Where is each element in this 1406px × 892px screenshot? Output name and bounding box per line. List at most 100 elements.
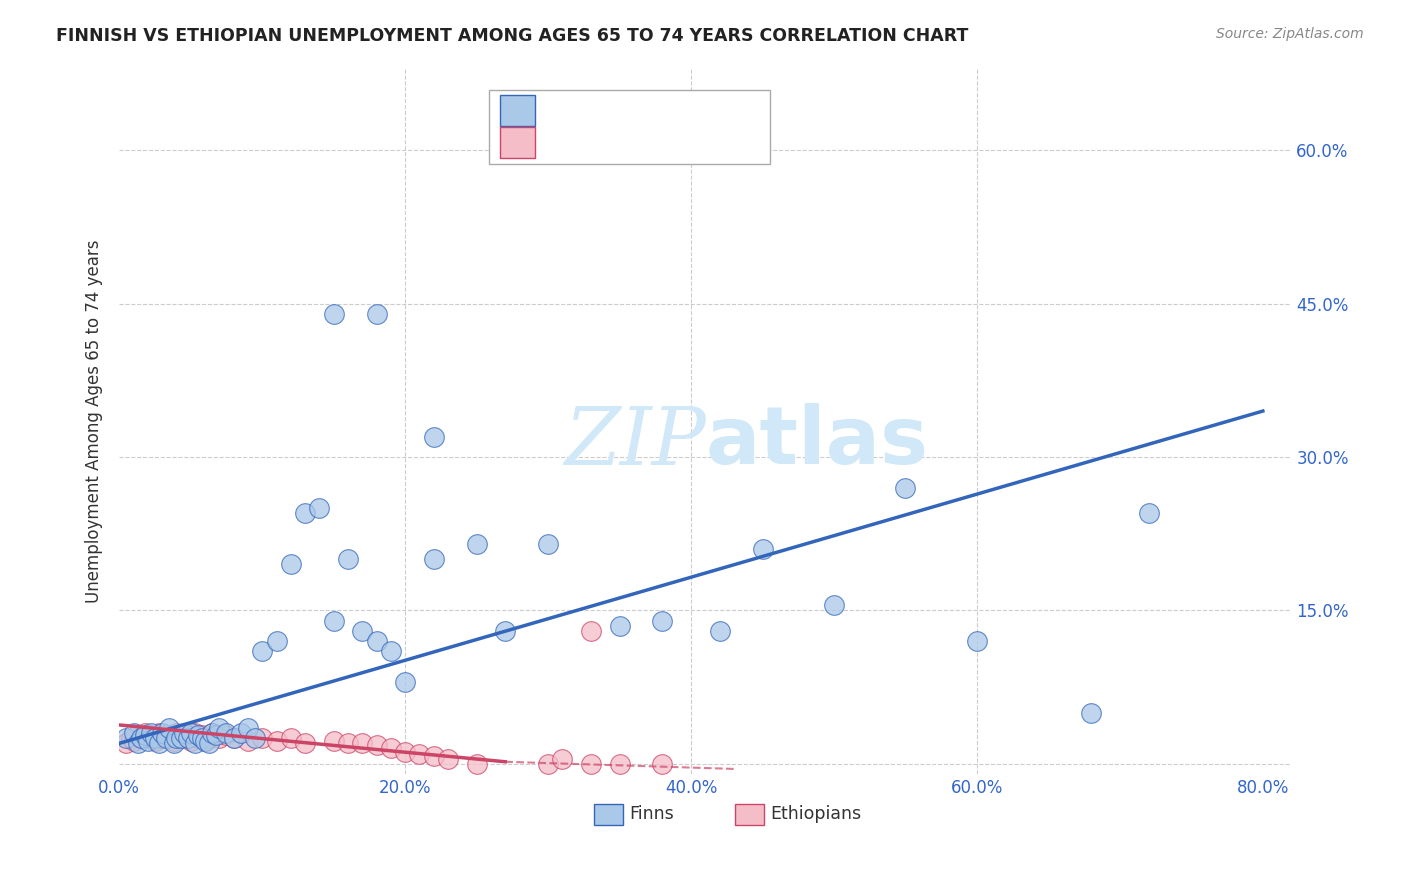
Text: Ethiopians: Ethiopians xyxy=(770,805,860,823)
Point xyxy=(609,756,631,771)
Point xyxy=(139,726,162,740)
Point xyxy=(494,624,516,638)
Point xyxy=(139,731,162,746)
Text: Finns: Finns xyxy=(628,805,673,823)
Point xyxy=(465,756,488,771)
Point xyxy=(148,736,170,750)
Point xyxy=(208,731,231,746)
Point xyxy=(551,752,574,766)
Point xyxy=(280,558,302,572)
Point xyxy=(136,728,159,742)
Point xyxy=(157,721,180,735)
Point xyxy=(465,537,488,551)
Point xyxy=(150,726,173,740)
Point xyxy=(134,726,156,740)
Point xyxy=(394,745,416,759)
Point xyxy=(236,721,259,735)
Point xyxy=(366,634,388,648)
Point xyxy=(201,726,224,740)
Point xyxy=(537,537,560,551)
Point xyxy=(609,619,631,633)
Point xyxy=(380,644,402,658)
Point xyxy=(236,734,259,748)
Point xyxy=(408,747,430,761)
Point xyxy=(165,726,187,740)
Point xyxy=(423,748,446,763)
Point xyxy=(191,731,214,746)
Point xyxy=(252,644,274,658)
Point xyxy=(322,734,344,748)
FancyBboxPatch shape xyxy=(735,804,763,825)
Point xyxy=(143,731,166,746)
Point xyxy=(423,429,446,443)
Text: Source: ZipAtlas.com: Source: ZipAtlas.com xyxy=(1216,27,1364,41)
Text: atlas: atlas xyxy=(706,403,928,482)
Point xyxy=(579,756,602,771)
Point xyxy=(150,731,173,746)
Point xyxy=(222,731,245,746)
Point xyxy=(352,736,374,750)
Point xyxy=(184,726,207,740)
Point xyxy=(134,728,156,742)
Point xyxy=(122,734,145,748)
Point xyxy=(177,731,200,746)
Point xyxy=(651,614,673,628)
Point xyxy=(294,506,316,520)
Point xyxy=(229,726,252,740)
Point xyxy=(122,726,145,740)
Point xyxy=(308,501,330,516)
Point xyxy=(651,756,673,771)
Text: R = -0.354   N = 49: R = -0.354 N = 49 xyxy=(550,131,720,150)
Point xyxy=(208,721,231,735)
Point xyxy=(1080,706,1102,720)
Point xyxy=(170,731,193,746)
Point xyxy=(129,731,152,746)
Point xyxy=(537,756,560,771)
Point xyxy=(609,144,631,158)
Point xyxy=(148,726,170,740)
Y-axis label: Unemployment Among Ages 65 to 74 years: Unemployment Among Ages 65 to 74 years xyxy=(86,240,103,603)
Point xyxy=(136,734,159,748)
Point xyxy=(579,624,602,638)
Point xyxy=(198,731,221,746)
Point xyxy=(205,728,228,742)
Point xyxy=(380,741,402,756)
Point xyxy=(709,624,731,638)
Point xyxy=(155,728,177,742)
Point xyxy=(894,481,917,495)
Point xyxy=(423,552,446,566)
Point xyxy=(187,731,209,746)
Point xyxy=(366,307,388,321)
Point xyxy=(252,731,274,746)
Text: R =  0.434   N = 59: R = 0.434 N = 59 xyxy=(550,96,720,114)
Point xyxy=(322,307,344,321)
Point xyxy=(751,542,773,557)
Point xyxy=(201,726,224,740)
Point xyxy=(191,728,214,742)
Point xyxy=(1137,506,1160,520)
Point xyxy=(115,731,138,746)
Point xyxy=(143,734,166,748)
Point xyxy=(177,731,200,746)
Point xyxy=(165,731,187,746)
Point xyxy=(162,736,184,750)
Point xyxy=(322,614,344,628)
Point xyxy=(173,728,195,742)
Point xyxy=(198,736,221,750)
Point xyxy=(157,731,180,746)
Point xyxy=(437,752,460,766)
Point xyxy=(215,726,238,740)
Point xyxy=(280,731,302,746)
Point xyxy=(966,634,988,648)
Text: FINNISH VS ETHIOPIAN UNEMPLOYMENT AMONG AGES 65 TO 74 YEARS CORRELATION CHART: FINNISH VS ETHIOPIAN UNEMPLOYMENT AMONG … xyxy=(56,27,969,45)
Point xyxy=(352,624,374,638)
Point xyxy=(266,634,288,648)
FancyBboxPatch shape xyxy=(488,90,770,164)
Point xyxy=(127,736,149,750)
Point xyxy=(125,728,148,742)
Point xyxy=(243,731,266,746)
Point xyxy=(823,599,845,613)
Point xyxy=(184,736,207,750)
Point xyxy=(120,731,142,746)
Point xyxy=(180,726,202,740)
